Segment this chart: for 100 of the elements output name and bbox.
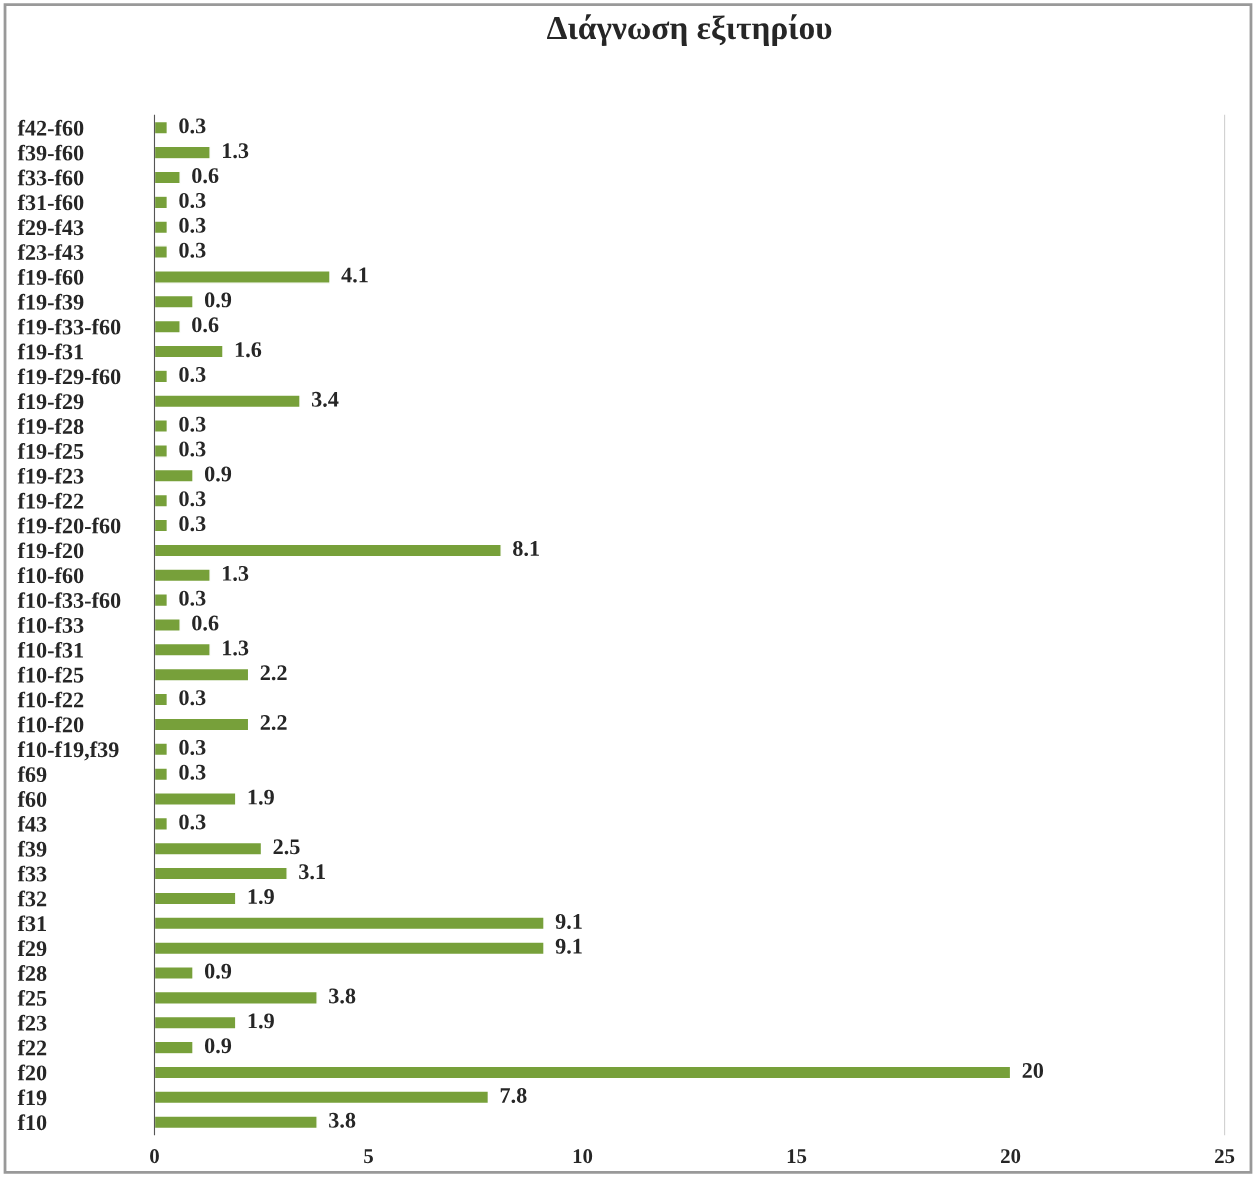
bar [154, 593, 169, 608]
y-tick-label: f19-f22 [17, 492, 84, 509]
bar [154, 220, 169, 235]
data-label: 0.3 [179, 217, 206, 233]
data-label: 3.8 [329, 988, 356, 1004]
bar [154, 1065, 1012, 1080]
bar [154, 1040, 194, 1055]
data-label: 1.9 [248, 789, 274, 805]
x-tick-label: 10 [573, 1149, 593, 1164]
y-tick-label: f10-f33-f60 [17, 592, 121, 609]
data-label: 0.3 [179, 516, 206, 532]
bar [154, 667, 250, 682]
x-tick-label: 25 [1215, 1149, 1235, 1164]
y-tick-label: f10-f19,f39 [17, 741, 119, 761]
y-tick-label: f33-f60 [17, 169, 84, 186]
data-label: 0.6 [192, 168, 219, 184]
y-tick-label: f23-f43 [17, 244, 84, 261]
y-tick-label: f19 [17, 1089, 47, 1106]
data-label: 7.8 [500, 1087, 527, 1103]
y-tick-label: f22 [17, 1039, 47, 1056]
data-label: 1.9 [248, 1013, 274, 1029]
bar [154, 916, 545, 931]
y-tick-label: f39-f60 [17, 144, 84, 161]
y-tick-label: f23 [17, 1014, 47, 1031]
data-label: 0.3 [179, 739, 206, 755]
y-tick-label: f10 [17, 1114, 47, 1131]
y-tick-label: f19-f20-f60 [17, 517, 121, 534]
bar [154, 493, 169, 508]
y-tick-label: f19-f39 [17, 293, 84, 310]
y-tick-label: f25 [17, 989, 47, 1006]
y-tick-label: f19-f33-f60 [17, 318, 121, 335]
bar [154, 767, 169, 782]
bar [154, 568, 211, 583]
data-label: 2.5 [273, 839, 300, 855]
bar [154, 394, 301, 409]
bar [154, 145, 211, 160]
bar [154, 841, 263, 856]
data-label: 0.3 [179, 118, 206, 134]
data-label: 3.1 [299, 864, 325, 880]
y-tick-label: f10-f60 [17, 567, 84, 584]
bar [154, 816, 169, 831]
y-tick-label: f19-f20 [17, 542, 84, 559]
y-tick-label: f20 [17, 1064, 47, 1081]
data-label: 2.2 [260, 665, 287, 681]
data-label: 0.3 [179, 192, 206, 209]
y-tick-label: f69 [17, 766, 47, 783]
data-label: 0.3 [179, 366, 206, 383]
bar [154, 1090, 490, 1105]
bar [154, 518, 169, 533]
data-label: 3.8 [329, 1112, 356, 1128]
bar [154, 717, 250, 732]
data-label: 0.3 [179, 764, 206, 780]
y-tick-label: f19-f23 [17, 467, 84, 484]
data-label: 3.4 [311, 391, 339, 407]
data-label: 0.9 [204, 466, 232, 482]
data-label: 0.3 [179, 814, 206, 830]
y-tick-label: f19-f25 [17, 443, 84, 459]
y-tick-label: f60 [17, 791, 47, 807]
y-tick-label: f19-f29-f60 [17, 368, 121, 385]
bar [154, 618, 181, 632]
data-label: 4.1 [341, 267, 368, 283]
bar [154, 642, 211, 657]
data-label: 1.3 [223, 143, 249, 159]
data-label: 0.9 [204, 963, 232, 979]
data-label: 1.9 [248, 889, 274, 905]
bar [154, 941, 545, 956]
data-label: 1.3 [223, 565, 249, 581]
y-tick-label: f29 [17, 940, 47, 957]
bar [154, 120, 169, 135]
data-label: 8.1 [513, 540, 539, 557]
y-tick-label: f39 [17, 840, 47, 857]
y-tick-label: f10-f25 [17, 666, 84, 683]
data-label: 20 [1022, 1063, 1044, 1079]
bar [154, 294, 194, 309]
bar [154, 468, 194, 483]
data-label: 0.3 [179, 590, 206, 606]
y-tick-label: f19-f31 [17, 343, 84, 360]
bar [154, 245, 169, 259]
bar [154, 742, 169, 757]
bar [154, 990, 318, 1005]
data-label: 9.1 [555, 938, 582, 954]
y-tick-label: f10-f31 [17, 641, 84, 658]
bar [154, 195, 169, 210]
y-tick-label: f19-f28 [17, 418, 84, 435]
data-label: 0.3 [179, 690, 206, 706]
y-tick-label: f43 [17, 815, 47, 832]
bar [154, 170, 181, 185]
data-label: 0.3 [179, 491, 206, 507]
bar [154, 891, 237, 906]
data-label: 0.6 [192, 317, 219, 333]
bar [154, 543, 502, 558]
data-label: 0.3 [179, 441, 206, 457]
y-tick-label: f10-f33 [17, 617, 84, 633]
bar [154, 344, 224, 359]
bar [154, 866, 288, 881]
data-label: 0.9 [204, 1038, 232, 1054]
chart-title: Διάγνωση εξιτηρίου [547, 14, 832, 47]
data-label: 2.2 [260, 715, 287, 731]
y-tick-label: f33 [17, 865, 47, 882]
y-tick-label: f19-f29 [17, 393, 84, 410]
